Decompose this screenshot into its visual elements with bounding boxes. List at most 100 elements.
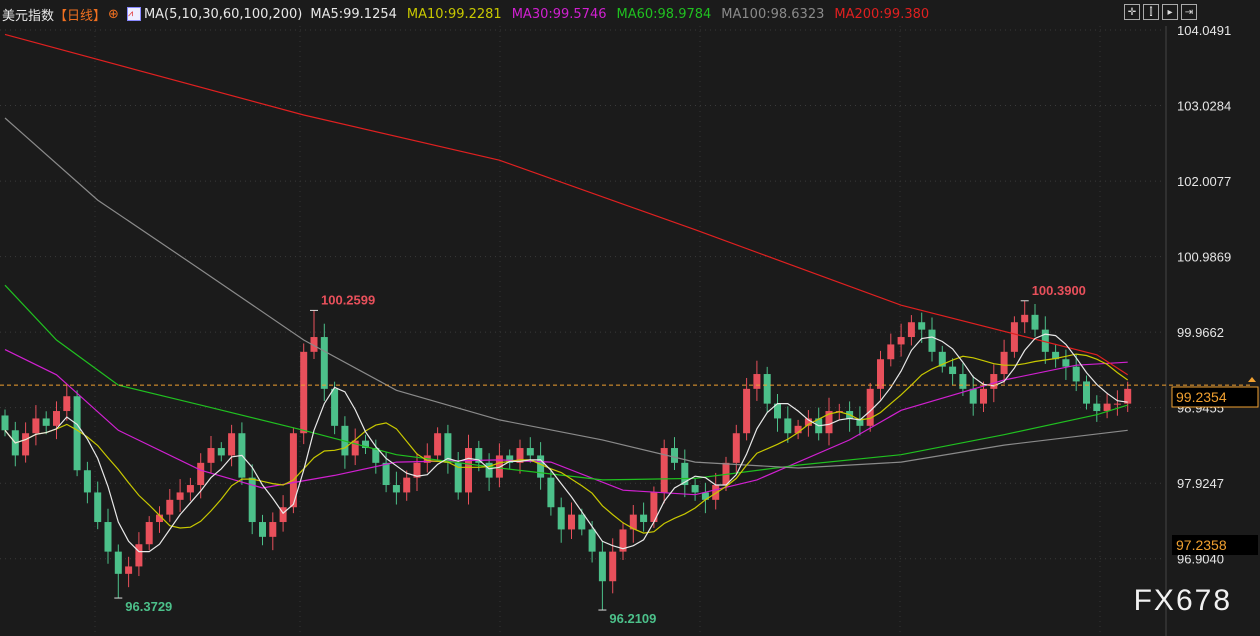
candle-body <box>732 433 740 463</box>
secondary-price-label: 97.2358 <box>1176 537 1227 553</box>
candle-body <box>454 462 462 493</box>
extreme-label: 100.2599 <box>321 292 375 307</box>
candle-body <box>774 403 781 419</box>
candle-body <box>1083 381 1090 404</box>
extreme-label: 96.2109 <box>609 611 656 626</box>
candle-body <box>701 492 709 500</box>
goto-end-icon[interactable]: ⇥ <box>1181 4 1197 20</box>
candle-body <box>465 448 472 493</box>
candle-body <box>804 418 812 426</box>
candle-body <box>320 337 328 389</box>
ma-value-0: MA5:99.1254 <box>310 6 397 22</box>
y-tick-label: 102.0077 <box>1177 174 1231 189</box>
candle-body <box>1031 314 1039 330</box>
y-tick-label: 97.9247 <box>1177 476 1224 491</box>
candle-body <box>475 448 483 463</box>
candle-body <box>166 499 174 515</box>
ma-line-ma100 <box>4 117 1128 469</box>
play-icon[interactable]: ▸ <box>1162 4 1178 20</box>
candle-body <box>176 492 184 500</box>
ma-line-ma10 <box>4 353 1129 534</box>
y-tick-label: 96.9040 <box>1177 552 1224 567</box>
candle-body <box>259 522 266 537</box>
secondary-price-box <box>1172 535 1258 555</box>
candle-body <box>372 448 380 463</box>
candle-body <box>1021 314 1029 323</box>
candle-body <box>568 514 575 530</box>
candle-body <box>125 566 133 574</box>
candle-body <box>1093 403 1101 412</box>
circle-plus-icon[interactable]: ⊕ <box>108 6 119 22</box>
candle-body <box>918 322 926 330</box>
candle-body <box>1 415 9 431</box>
candle-body <box>907 322 915 338</box>
ma-value-5: MA200:99.380 <box>834 6 930 22</box>
y-tick-label: 100.9869 <box>1177 250 1231 265</box>
candle-body <box>660 448 668 493</box>
candle-body <box>444 433 452 463</box>
candle-body <box>104 522 112 552</box>
ma-indicator-icon[interactable]: ⩘ <box>126 7 141 21</box>
candle-body <box>928 329 936 352</box>
candle-body <box>217 448 225 456</box>
zoom-range-icon[interactable]: ⫿ <box>1143 4 1159 20</box>
candle-body <box>598 551 606 582</box>
candle-body <box>1062 359 1070 367</box>
candle-body <box>938 351 946 367</box>
crosshair-icon[interactable]: ✛ <box>1124 4 1140 20</box>
period-label[interactable]: 【日线】 <box>54 8 107 24</box>
candle-body <box>763 374 771 404</box>
candle-body <box>94 492 102 523</box>
candle-body <box>434 433 442 456</box>
candle-body <box>186 485 194 493</box>
candle-body <box>331 388 339 426</box>
candle-body <box>269 522 277 537</box>
ma-line-ma30 <box>4 349 1128 496</box>
candle-body <box>63 396 71 412</box>
candle-body <box>362 440 369 449</box>
candle-body <box>382 462 390 486</box>
candle-body <box>887 344 895 360</box>
watermark: FX678 <box>1133 584 1232 617</box>
candle-body <box>557 507 565 530</box>
candle-body <box>753 374 761 389</box>
candle-body <box>228 433 236 456</box>
candle-body <box>248 477 256 523</box>
candle-body <box>856 418 864 426</box>
candle-body <box>629 514 637 530</box>
candle-body <box>1124 388 1132 404</box>
extreme-label: 100.3900 <box>1032 283 1086 298</box>
candle-body <box>300 351 308 434</box>
candle-body <box>1052 351 1060 360</box>
candle-body <box>403 477 411 493</box>
candle-body <box>650 492 658 523</box>
candle-body <box>197 462 205 486</box>
ma-line-ma5 <box>4 333 1128 553</box>
candle-body <box>73 396 81 471</box>
candle-body <box>485 462 493 478</box>
ma-value-3: MA60:98.9784 <box>616 6 712 22</box>
candle-body <box>516 448 524 463</box>
candle-body <box>156 514 163 523</box>
candle-body <box>53 411 60 426</box>
candle-body <box>537 455 545 478</box>
y-tick-label: 103.0284 <box>1177 99 1231 114</box>
extreme-label: 96.3729 <box>125 599 172 614</box>
up-arrow-icon <box>1248 377 1256 382</box>
candle-body <box>392 485 400 493</box>
current-price-box <box>1171 386 1259 408</box>
candle-body <box>640 514 648 523</box>
ma-line-ma60 <box>4 284 1128 481</box>
candle-body <box>980 388 987 404</box>
ma-value-1: MA10:99.2281 <box>406 6 502 22</box>
candle-body <box>310 337 318 352</box>
candle-body <box>588 529 596 552</box>
candle-body <box>413 462 421 478</box>
symbol-title: 美元指数 <box>2 8 55 24</box>
candle-body <box>145 522 153 545</box>
ma-line-ma200 <box>4 33 1129 376</box>
candle-body <box>897 337 905 345</box>
candle-body <box>712 485 720 500</box>
candle-body <box>279 507 287 523</box>
